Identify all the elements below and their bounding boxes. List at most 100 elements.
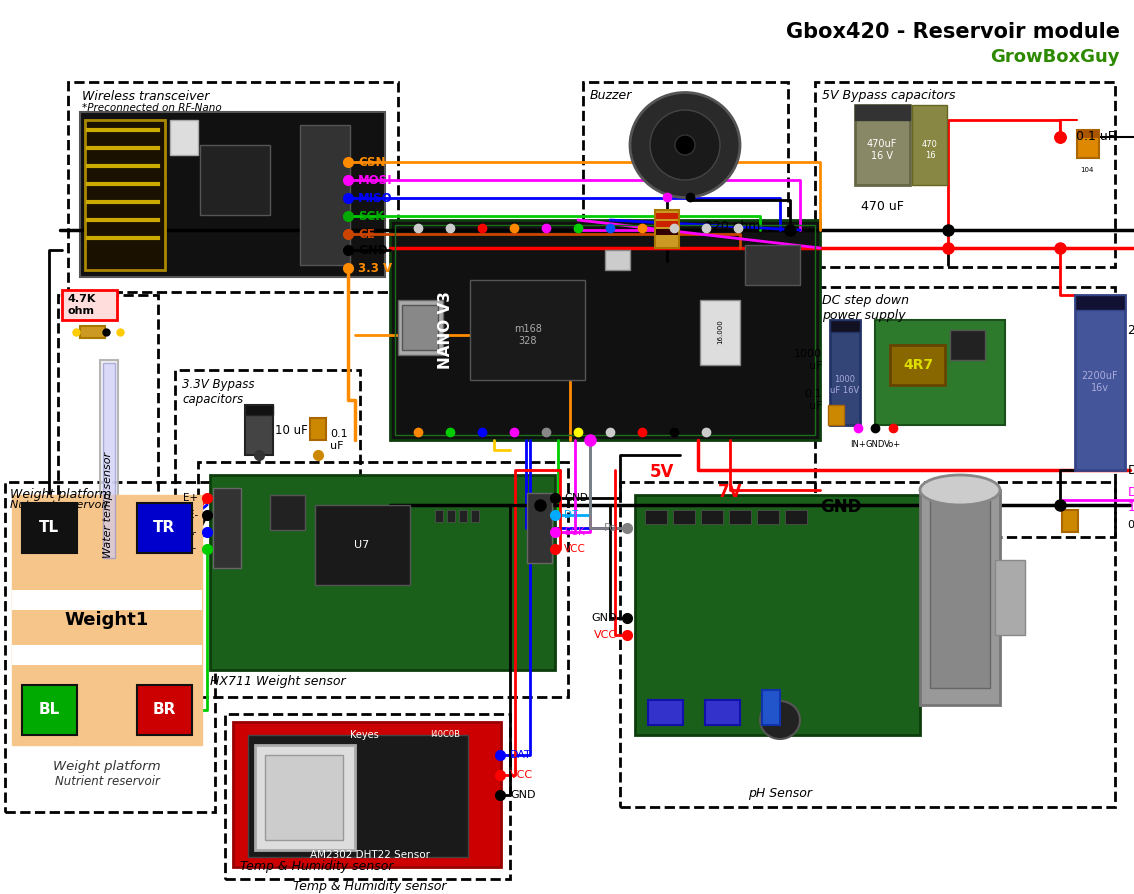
Text: 10 uF: 10 uF: [276, 424, 307, 436]
Bar: [81, 326, 105, 338]
Text: 4R7: 4R7: [903, 358, 933, 372]
Ellipse shape: [675, 135, 695, 155]
Text: GND: GND: [358, 243, 388, 257]
Bar: [210, 475, 555, 670]
Bar: [1075, 295, 1125, 470]
Bar: [815, 82, 1115, 267]
Bar: [758, 510, 779, 524]
Bar: [198, 462, 568, 697]
Text: 470
16: 470 16: [922, 140, 938, 160]
Text: GND: GND: [865, 440, 885, 449]
Text: 1000
uF 16V: 1000 uF 16V: [830, 375, 860, 394]
Bar: [447, 510, 455, 522]
Bar: [950, 330, 985, 360]
Text: AM2302 DHT22 Sensor: AM2302 DHT22 Sensor: [310, 850, 430, 860]
Bar: [469, 280, 585, 380]
Text: CSN: CSN: [358, 156, 386, 168]
Bar: [830, 320, 860, 425]
Text: 0.1 uF: 0.1 uF: [1076, 131, 1115, 144]
Text: GND: GND: [510, 790, 535, 800]
Bar: [85, 120, 166, 270]
Ellipse shape: [920, 475, 1000, 505]
Bar: [655, 210, 679, 248]
Bar: [248, 735, 468, 857]
Bar: [62, 290, 117, 320]
Bar: [5, 482, 215, 812]
Ellipse shape: [650, 110, 720, 180]
Bar: [729, 510, 751, 524]
Text: Water temp sensor: Water temp sensor: [103, 452, 113, 558]
Text: E+: E+: [183, 493, 198, 503]
Bar: [459, 510, 467, 522]
Bar: [265, 755, 342, 840]
Text: DC -: DC -: [1128, 463, 1134, 477]
Text: SCK: SCK: [564, 527, 585, 537]
Text: 0.1
uF: 0.1 uF: [804, 389, 822, 411]
Bar: [745, 245, 799, 285]
Bar: [875, 320, 1005, 425]
Bar: [395, 225, 815, 435]
Bar: [785, 510, 807, 524]
Bar: [620, 482, 1115, 807]
Text: 470 uF: 470 uF: [861, 200, 904, 213]
Text: 3.3V Bypass
capacitors: 3.3V Bypass capacitors: [181, 378, 254, 406]
Text: DC +
12V: DC + 12V: [1128, 486, 1134, 514]
Text: 2200uF
16v: 2200uF 16v: [1082, 371, 1118, 392]
Text: Gbox420 - Reservoir module: Gbox420 - Reservoir module: [786, 22, 1120, 42]
Bar: [68, 82, 398, 292]
Bar: [1075, 295, 1125, 310]
Text: A-: A-: [187, 527, 198, 537]
Text: m168
328: m168 328: [514, 325, 542, 346]
Text: Keyes: Keyes: [350, 730, 379, 740]
Text: GND: GND: [564, 493, 587, 503]
Text: HX711 Weight sensor: HX711 Weight sensor: [210, 675, 346, 688]
Text: NANO V3: NANO V3: [438, 291, 452, 369]
Text: TR: TR: [153, 520, 175, 536]
Bar: [583, 82, 788, 262]
Text: E-: E-: [188, 510, 198, 520]
Text: GrowBoxGuy: GrowBoxGuy: [990, 48, 1120, 66]
Bar: [762, 690, 780, 725]
Text: Temp & Humidity sensor: Temp & Humidity sensor: [294, 880, 447, 893]
Bar: [301, 125, 350, 265]
Bar: [200, 145, 270, 215]
Text: *Preconnected on RF-Nano: *Preconnected on RF-Nano: [82, 103, 222, 113]
Bar: [255, 745, 355, 850]
Bar: [648, 700, 683, 725]
Text: 4.7K
ohm: 4.7K ohm: [68, 294, 96, 316]
Text: Weight1: Weight1: [65, 611, 150, 629]
Text: 3.3 V: 3.3 V: [358, 262, 392, 274]
Text: VCC: VCC: [510, 770, 533, 780]
Bar: [635, 495, 920, 735]
Bar: [645, 510, 667, 524]
Bar: [232, 722, 501, 867]
Bar: [435, 510, 443, 522]
Bar: [701, 510, 723, 524]
Bar: [12, 645, 202, 665]
Bar: [245, 405, 273, 415]
Text: MOSI: MOSI: [358, 173, 392, 187]
Text: CE: CE: [358, 227, 374, 240]
Bar: [137, 685, 192, 735]
Bar: [137, 503, 192, 553]
Bar: [401, 305, 438, 350]
Text: IN+: IN+: [850, 440, 866, 449]
Text: Nutrient reservoir: Nutrient reservoir: [54, 775, 160, 788]
Text: U7: U7: [354, 540, 370, 550]
Text: 220 ohm: 220 ohm: [705, 221, 761, 233]
Bar: [655, 229, 678, 235]
Bar: [815, 287, 1115, 537]
Text: Nutrient reservoir: Nutrient reservoir: [10, 500, 109, 510]
Bar: [995, 560, 1025, 635]
Text: GND: GND: [592, 613, 617, 623]
Text: 7V: 7V: [718, 483, 743, 501]
Bar: [855, 105, 909, 185]
Bar: [471, 510, 479, 522]
Text: BL: BL: [39, 703, 60, 718]
Bar: [398, 300, 443, 355]
Ellipse shape: [96, 547, 122, 573]
Bar: [12, 590, 202, 610]
Text: 470uF
16 V: 470uF 16 V: [866, 139, 897, 161]
Text: 5V Bypass capacitors: 5V Bypass capacitors: [822, 89, 956, 102]
Text: I40C0B: I40C0B: [430, 730, 460, 739]
